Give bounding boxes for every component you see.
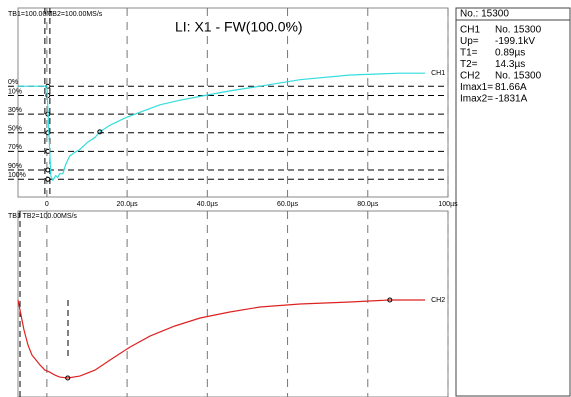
marker [387,297,393,303]
level-label: 30% [8,107,22,114]
level-label: 50% [8,126,22,133]
panel-frame [455,7,571,397]
row-key: Up= [460,36,479,47]
timebase: TB2=100.00MS/s [48,11,103,18]
row-value: 81.66A [495,82,527,93]
row-value: -199.1kV [495,36,535,47]
timebase: TB1 TB2=100.00MS/s [8,213,77,220]
info-panel: No.: 15300 CH1 No. 15300 Up= -199.1kV T1= 0.8… [455,7,571,397]
level-label: 90% [8,163,22,170]
row-key: T2= [460,59,478,70]
x-tick-label: 80.0µs [357,201,379,208]
x-tick-label: 0 [45,201,49,208]
level-marker [45,176,51,182]
x-tick-label: 60.0µs [277,201,299,208]
row-value: No. 15300 [495,25,542,36]
x-tick-label: 20.0µs [117,201,139,208]
level-marker [45,167,51,173]
x-tick-label: 100µs [438,201,458,208]
panel-title: No.: 15300 [460,9,509,20]
timebase: TB1=100.00M [8,11,52,18]
trace [18,72,426,182]
marker [65,375,71,381]
row-key: Imax2= [460,94,493,105]
top-frame [17,7,449,198]
title: LI: X1 - FW(100.0%) [175,19,303,35]
row-key: CH1 [460,25,480,36]
row-value: No. 15300 [495,71,542,82]
level-label: 0% [8,79,18,86]
trace [17,299,426,379]
level-label: 70% [8,144,22,151]
level-label: 10% [8,88,22,95]
x-tick-label: 40.0µs [197,201,219,208]
row-key: CH2 [460,71,480,82]
marker [97,129,103,135]
row-key: T1= [460,48,478,59]
row-key: Imax1= [460,82,493,93]
row-value: -1831A [495,94,528,105]
row-value: 14.3µs [495,59,525,70]
channel-label: CH1 [431,70,445,77]
bottom-frame [17,210,449,397]
row-value: 0.89µs [495,48,525,59]
channel-label: CH2 [431,297,445,304]
level-label: 100% [8,172,26,179]
